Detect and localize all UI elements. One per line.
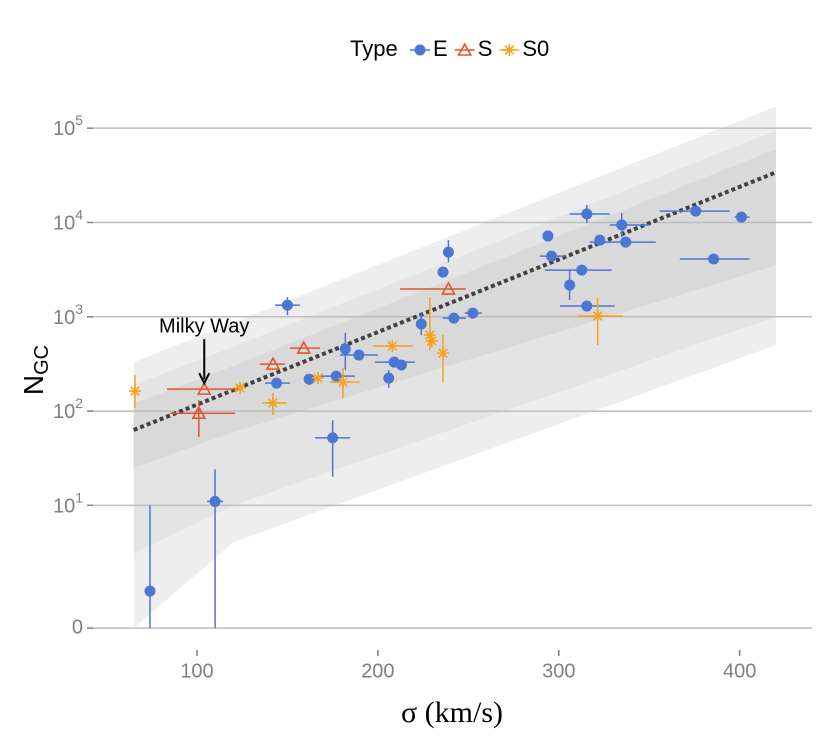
point <box>386 340 399 353</box>
point <box>415 318 427 330</box>
point <box>594 234 606 246</box>
prediction-band <box>133 149 776 468</box>
annotation-arrowhead <box>198 372 211 386</box>
legend-label: S <box>478 36 493 61</box>
point <box>281 299 293 311</box>
point <box>336 376 349 389</box>
point <box>564 279 576 291</box>
x-axis-label: σ (km/s) <box>401 696 503 729</box>
y-tick-exponent: 4 <box>75 206 83 222</box>
point <box>437 266 449 278</box>
point <box>234 381 247 394</box>
y-tick-label: 103 <box>53 301 83 330</box>
point <box>576 264 588 276</box>
legend-label: S0 <box>522 36 549 61</box>
point <box>271 377 283 389</box>
point <box>265 356 281 370</box>
point <box>442 246 454 258</box>
point <box>296 340 312 354</box>
point <box>353 349 365 361</box>
point <box>395 359 407 371</box>
point <box>735 211 747 223</box>
legend-marker <box>414 44 426 56</box>
point <box>581 300 593 312</box>
point <box>437 347 450 360</box>
legend-title: Type <box>350 36 398 61</box>
y-tick-base: 10 <box>53 307 75 329</box>
y-tick-label: 105 <box>53 112 83 141</box>
y-tick-base: 10 <box>53 213 75 235</box>
point <box>448 312 460 324</box>
point <box>591 309 604 322</box>
point <box>209 495 221 507</box>
legend-marker <box>457 42 473 56</box>
point <box>266 396 279 409</box>
point <box>542 230 554 242</box>
point <box>708 253 720 265</box>
annotation-text: Milky Way <box>159 315 249 337</box>
y-tick-base: 10 <box>53 118 75 140</box>
point <box>312 372 325 385</box>
x-tick-label: 300 <box>542 660 575 682</box>
point <box>441 281 456 295</box>
y-tick-label: 101 <box>53 489 83 518</box>
point <box>303 373 315 385</box>
point <box>581 208 593 220</box>
point <box>467 307 479 319</box>
point <box>620 236 632 248</box>
legend-label: E <box>433 36 448 61</box>
y-axis-label-sub: GC <box>31 345 53 375</box>
point <box>327 432 339 444</box>
y-tick-label: 104 <box>53 206 83 235</box>
point <box>128 385 141 398</box>
y-tick-exponent: 3 <box>75 301 83 317</box>
y-axis-label-main: N <box>18 375 49 395</box>
point <box>423 329 436 342</box>
legend-marker <box>503 44 516 56</box>
y-tick-base: 10 <box>53 496 75 518</box>
x-tick-label: 200 <box>361 660 394 682</box>
point <box>383 372 395 384</box>
point <box>690 205 702 217</box>
point <box>191 405 207 420</box>
point <box>196 381 212 395</box>
y-tick-exponent: 5 <box>75 112 83 128</box>
point <box>546 250 558 262</box>
point <box>425 335 438 348</box>
point <box>339 343 351 355</box>
y-tick-label: 0 <box>72 616 83 638</box>
y-tick-exponent: 2 <box>75 395 83 411</box>
x-tick-label: 400 <box>723 660 756 682</box>
x-tick-label: 100 <box>180 660 213 682</box>
y-tick-exponent: 1 <box>75 489 83 505</box>
y-axis-label: NGC <box>18 345 53 395</box>
point <box>616 219 628 231</box>
y-tick-label: 102 <box>53 395 83 424</box>
point <box>144 585 156 597</box>
y-tick-base: 10 <box>53 401 75 423</box>
